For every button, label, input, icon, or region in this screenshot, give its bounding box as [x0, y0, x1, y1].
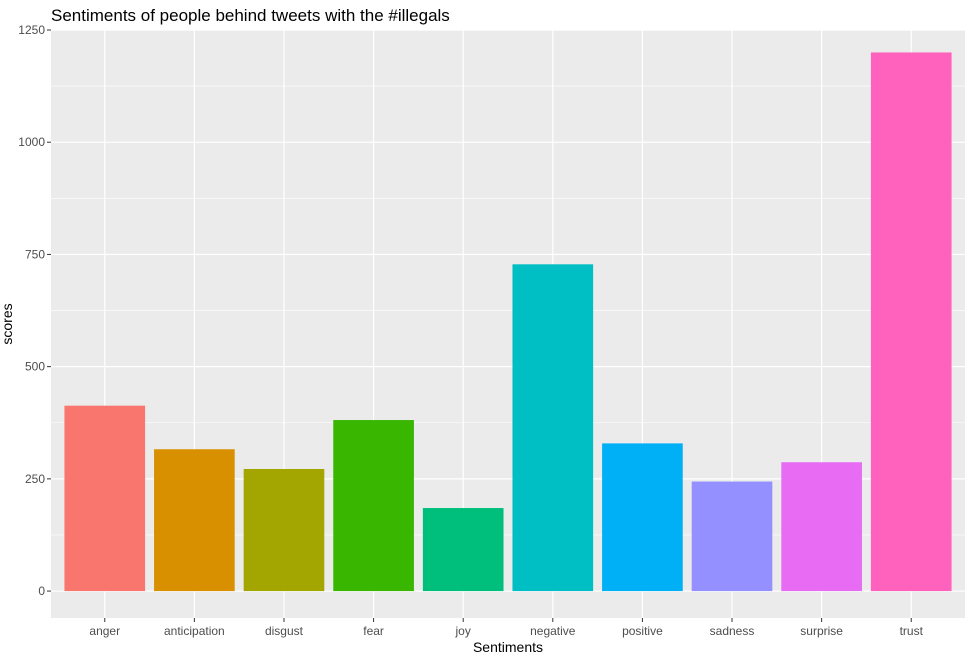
bar-fear — [333, 420, 414, 592]
x-tick-label: joy — [455, 624, 471, 638]
x-tick-label: disgust — [265, 624, 304, 638]
x-axis-title: Sentiments — [473, 639, 543, 655]
chart-title: Sentiments of people behind tweets with … — [51, 6, 450, 25]
bar-surprise — [781, 462, 862, 592]
x-tick-label: anger — [89, 624, 120, 638]
y-tick-label: 1250 — [18, 23, 45, 37]
y-axis-ticks: 0 250 500 750 1000 1250 — [18, 23, 51, 598]
y-axis-title: scores — [0, 303, 15, 344]
x-tick-label: trust — [900, 624, 924, 638]
x-tick-label: sadness — [710, 624, 755, 638]
y-tick-label: 250 — [25, 472, 45, 486]
bar-joy — [422, 508, 504, 592]
x-tick-label: negative — [530, 624, 576, 638]
bar-negative — [512, 264, 594, 592]
bar-anticipation — [154, 449, 235, 592]
bar-sadness — [691, 481, 773, 592]
x-tick-label: anticipation — [164, 624, 225, 638]
y-tick-label: 0 — [38, 584, 45, 598]
x-tick-label: positive — [622, 624, 663, 638]
bar-disgust — [243, 468, 325, 592]
y-tick-label: 750 — [25, 247, 45, 261]
y-tick-label: 500 — [25, 360, 45, 374]
bar-positive — [602, 443, 683, 592]
bar-trust — [870, 52, 952, 592]
x-axis-ticks: anger anticipation disgust fear joy negative p… — [89, 618, 924, 638]
bars — [64, 52, 952, 592]
bar-anger — [64, 405, 146, 592]
y-tick-label: 1000 — [18, 135, 45, 149]
x-tick-label: fear — [363, 624, 384, 638]
x-tick-label: surprise — [800, 624, 843, 638]
